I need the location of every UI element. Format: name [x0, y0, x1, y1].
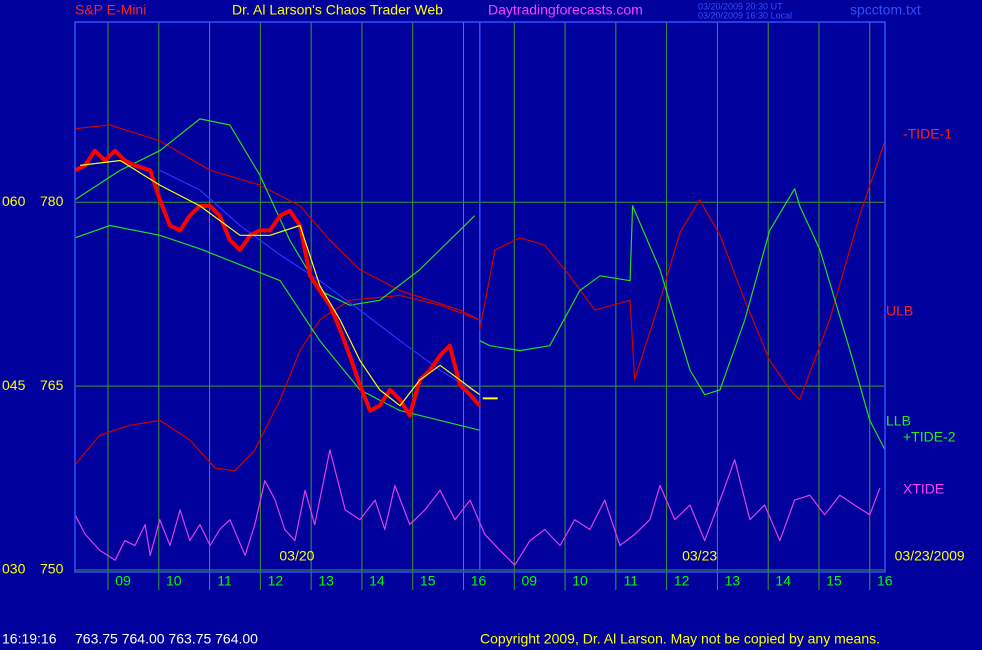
x-tick-label: 12 [268, 573, 284, 589]
series-line [80, 159, 481, 407]
x-tick-label: 15 [420, 573, 436, 589]
status-time: 16:19:16 [2, 631, 57, 647]
x-tick-label: 15 [826, 573, 842, 589]
timestamp-local: 03/20/2009 16:30 Local [698, 10, 792, 20]
x-tick-label: 10 [572, 573, 588, 589]
x-tick-label: 09 [115, 573, 131, 589]
series-line [159, 169, 481, 396]
y-alt-tick-label: 060 [2, 193, 26, 209]
plot-area [74, 22, 886, 590]
series-line [479, 188, 886, 451]
series-line [479, 140, 886, 401]
date-label: 03/23/2009 [895, 548, 965, 564]
website: Daytradingforecasts.com [488, 2, 643, 18]
x-tick-label: 13 [725, 573, 741, 589]
x-tick-label: 16 [471, 573, 487, 589]
y-alt-tick-label: 030 [2, 561, 26, 577]
x-tick-label: 09 [521, 573, 537, 589]
y-tick-label: 765 [40, 377, 64, 393]
legend-label: +TIDE-2 [903, 429, 956, 445]
date-label: 03/20 [279, 548, 314, 564]
chart-title: Dr. Al Larson's Chaos Trader Web [232, 2, 443, 18]
series-line [74, 449, 881, 566]
legend-label: LLB [886, 413, 911, 429]
x-tick-label: 13 [318, 573, 334, 589]
series-line [74, 224, 480, 431]
y-tick-label: 780 [40, 193, 64, 209]
series-line [74, 118, 476, 306]
legend-label: -TIDE-1 [903, 126, 952, 142]
x-tick-label: 11 [217, 573, 232, 589]
x-tick-label: 14 [775, 573, 791, 589]
symbol: S&P E-Mini [75, 2, 146, 18]
series-line [74, 148, 482, 418]
plot-border [74, 21, 886, 573]
x-tick-label: 14 [369, 573, 385, 589]
status-quote: 763.75 764.00 763.75 764.00 [75, 631, 258, 647]
y-tick-label: 750 [40, 561, 64, 577]
x-tick-label: 12 [674, 573, 690, 589]
y-alt-tick-label: 045 [2, 377, 26, 393]
series-line [74, 124, 480, 321]
x-tick-label: 16 [877, 573, 893, 589]
date-label: 03/23 [682, 548, 717, 564]
file-name: spcctom.txt [850, 2, 921, 18]
x-tick-label: 10 [166, 573, 182, 589]
legend-label: XTIDE [903, 481, 944, 497]
legend-label: ULB [886, 303, 913, 319]
timestamp-ut: 03/20/2009 20:30 UT [698, 1, 783, 11]
x-tick-label: 11 [624, 573, 639, 589]
copyright: Copyright 2009, Dr. Al Larson. May not b… [480, 631, 880, 647]
